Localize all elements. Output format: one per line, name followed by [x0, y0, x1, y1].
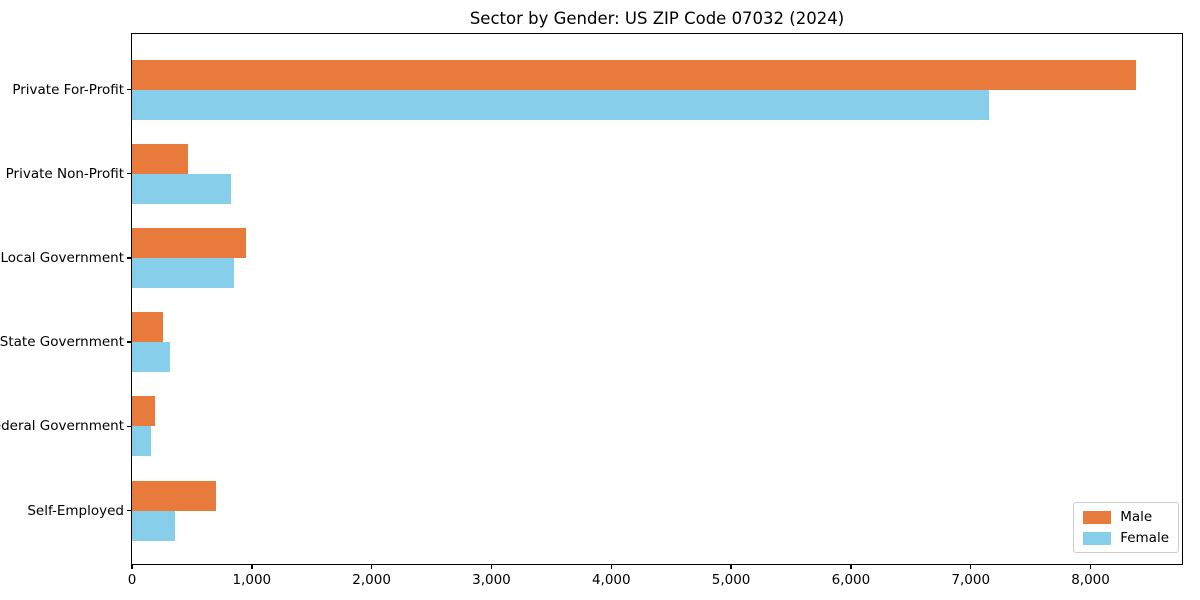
bar-female-0	[132, 89, 989, 120]
bar-female-3	[132, 342, 171, 373]
y-axis-category-label: Federal Government	[0, 418, 124, 435]
x-axis-tick-label: 6,000	[831, 572, 871, 588]
x-axis-tick-label: 7,000	[951, 572, 991, 588]
y-axis-tick	[127, 425, 132, 427]
x-axis-tick	[610, 564, 612, 569]
y-axis-tick	[127, 509, 132, 512]
bar-male-1	[132, 143, 189, 174]
x-axis-tick	[251, 564, 253, 569]
plot-area: Private For-Profit Private Non-Profit Loca…	[0, 33, 1183, 588]
x-axis-tick	[970, 564, 972, 569]
y-axis-tick	[127, 173, 132, 175]
x-axis-tick-label: 8,000	[1071, 572, 1110, 588]
legend: Male Female	[1073, 502, 1179, 553]
bar-male-3	[132, 312, 164, 343]
y-axis-category-label: Local Government	[0, 249, 124, 266]
bar-female-1	[132, 173, 231, 204]
y-axis-category-label: Private For-Profit	[12, 81, 124, 98]
legend-item-male: Male	[1083, 509, 1169, 525]
x-axis-tick	[730, 564, 732, 569]
x-axis-tick	[131, 564, 133, 569]
x-axis-tick-label: 2,000	[352, 572, 391, 588]
x-axis-tick	[490, 564, 493, 569]
chart-title: Sector by Gender: US ZIP Code 07032 (202…	[469, 9, 845, 28]
legend-label-male: Male	[1120, 509, 1153, 525]
legend-item-female: Female	[1083, 530, 1169, 546]
y-axis-category-label: Self-Employed	[27, 502, 124, 519]
bar-female-5	[132, 510, 176, 541]
x-axis-tick	[850, 564, 852, 569]
x-axis-tick-label: 3,000	[472, 572, 511, 588]
x-axis-tick	[370, 564, 373, 569]
bar-male-0	[132, 59, 1137, 90]
bar-female-2	[132, 257, 235, 288]
legend-swatch-male	[1083, 510, 1112, 524]
y-axis-category-label: Private Non-Profit	[5, 165, 124, 182]
bar-female-4	[132, 426, 152, 457]
legend-label-female: Female	[1120, 530, 1169, 546]
x-axis-tick-label: 0	[127, 572, 137, 588]
bar-male-4	[132, 396, 155, 427]
y-axis-category-label: State Government	[0, 334, 124, 351]
x-axis-tick	[1089, 564, 1092, 569]
y-axis-tick	[127, 341, 132, 343]
y-axis-tick	[127, 257, 132, 259]
bar-male-2	[132, 227, 246, 258]
bar-male-5	[132, 480, 216, 511]
x-axis-tick-label: 5,000	[711, 572, 751, 588]
x-axis-tick-label: 4,000	[591, 572, 631, 588]
legend-swatch-female	[1083, 531, 1112, 545]
y-axis-tick	[127, 88, 132, 91]
x-axis-tick-label: 1,000	[232, 572, 272, 588]
